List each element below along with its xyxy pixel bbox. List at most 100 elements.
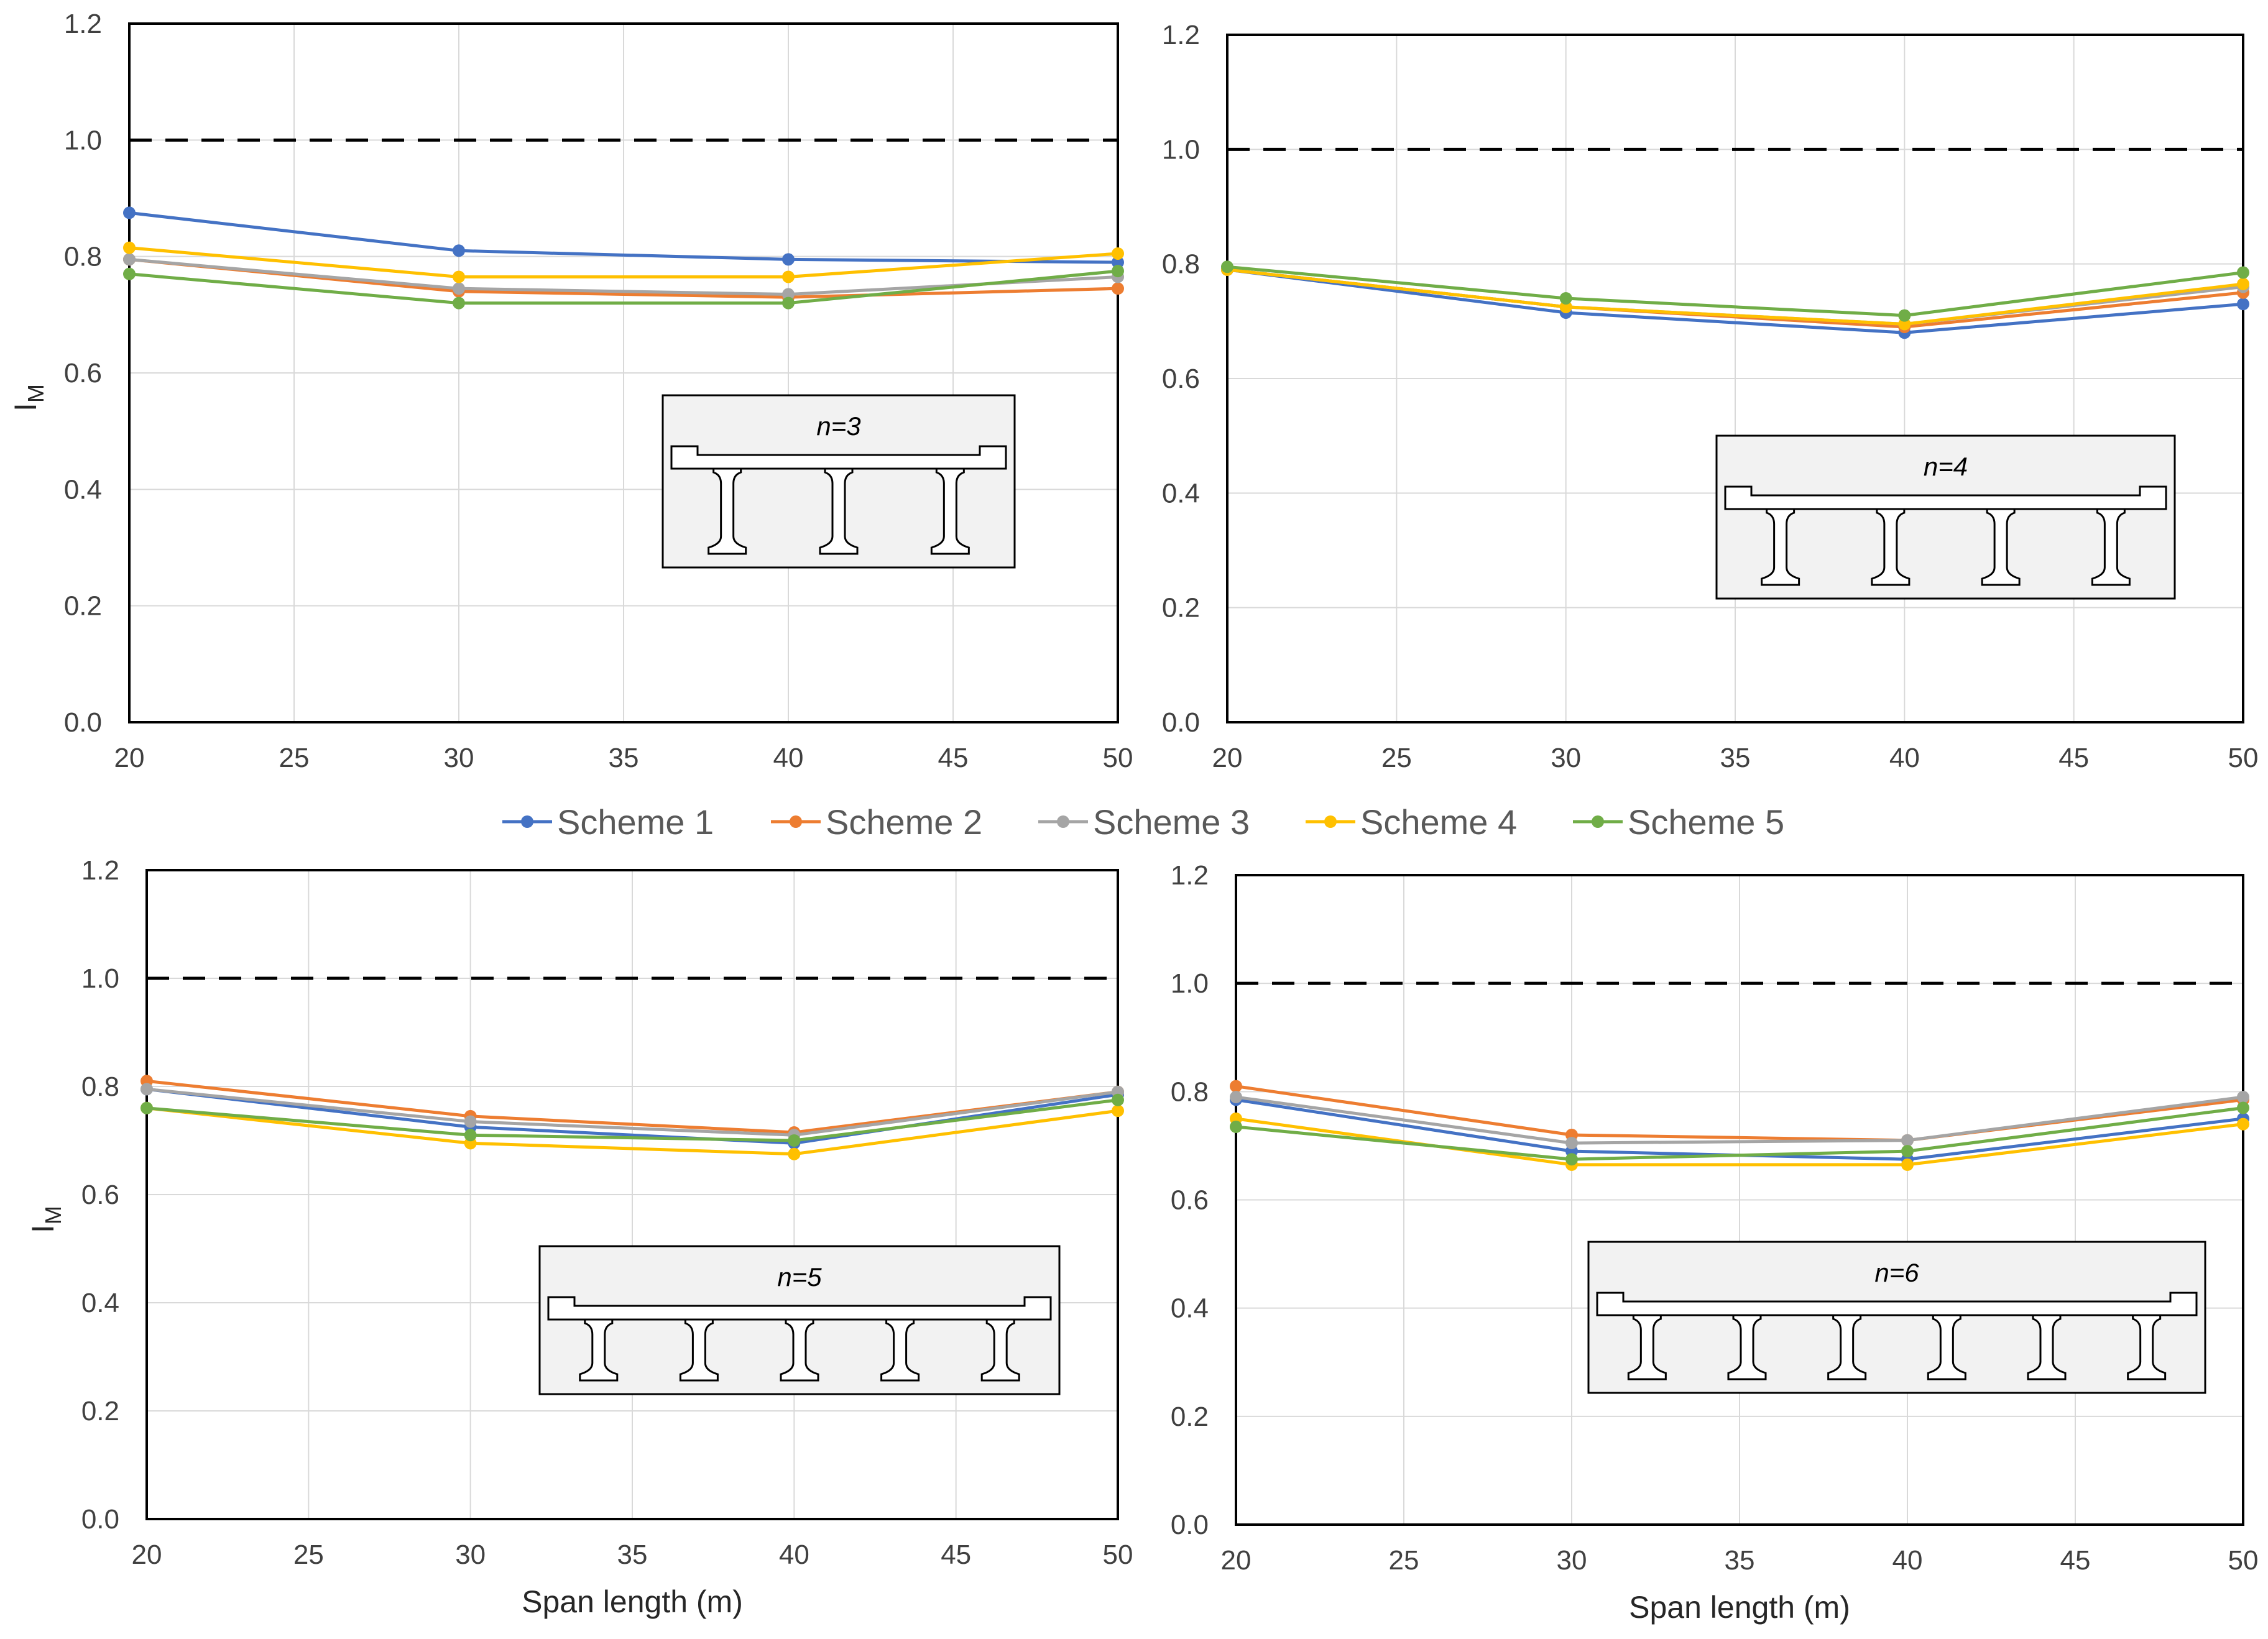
girder-5 <box>2027 1314 2067 1380</box>
y-axis-title-subscript: M <box>23 384 48 403</box>
data-point <box>2237 1118 2249 1131</box>
y-tick-label: 0.2 <box>1171 1402 1209 1432</box>
series-line <box>1227 268 2244 326</box>
girder-4 <box>1927 1314 1966 1380</box>
girder-1 <box>1627 1314 1667 1380</box>
series-scheme-5 <box>1230 1101 2249 1166</box>
inset-label: n=4 <box>1924 452 1968 481</box>
y-tick-label: 0.6 <box>64 358 102 388</box>
y-tick-label: 0.0 <box>1171 1510 1209 1540</box>
girder-4 <box>2091 508 2131 586</box>
legend-marker <box>790 815 802 828</box>
girder-1 <box>1761 508 1800 586</box>
y-tick-label: 0.8 <box>1171 1077 1209 1107</box>
x-tick-label: 20 <box>114 743 145 773</box>
x-tick-label: 20 <box>1212 743 1243 773</box>
data-point <box>1112 1104 1124 1118</box>
data-point <box>123 206 136 219</box>
x-tick-label: 30 <box>444 743 474 773</box>
series-scheme-5 <box>123 265 1124 310</box>
girder-2 <box>819 467 859 555</box>
inset-frame <box>1715 434 2176 600</box>
plot-frame <box>128 22 1119 723</box>
x-tick-label: 30 <box>1551 743 1581 773</box>
x-tick-label: 35 <box>1720 743 1751 773</box>
data-point <box>453 244 465 257</box>
inset-frame <box>1587 1241 2206 1394</box>
data-point <box>1230 1091 1242 1104</box>
y-tick-label: 0.4 <box>64 474 102 505</box>
y-tick-label: 0.6 <box>81 1180 119 1210</box>
series-line <box>129 211 1118 264</box>
series-line <box>146 1106 1118 1156</box>
y-tick-label: 0.2 <box>1162 593 1200 623</box>
data-point <box>453 282 465 295</box>
x-tick-label: 45 <box>938 743 969 773</box>
chart-panel-4: 20 25 30 35 40 45 50 0.0 0.2 0.4 0.6 0.8 1.0 1.2 Span … <box>1171 860 2259 1625</box>
y-tick-label: 0.4 <box>1162 478 1200 508</box>
legend-entry-1: Scheme 1 <box>502 802 714 842</box>
data-point <box>2237 1101 2249 1114</box>
data-point <box>1112 282 1124 295</box>
data-point <box>2237 298 2249 311</box>
series-scheme-3 <box>1230 1091 2249 1150</box>
data-point <box>464 1115 477 1128</box>
y-tick-label: 0.6 <box>1171 1185 1209 1216</box>
series-line <box>129 269 1118 305</box>
girder-1 <box>579 1318 619 1382</box>
y-tick-label: 0.8 <box>64 242 102 272</box>
series-line <box>129 246 1118 278</box>
x-tick-label: 45 <box>2058 743 2089 773</box>
legend-label: Scheme 2 <box>826 802 982 842</box>
y-tick-label: 1.2 <box>1171 860 1209 891</box>
y-tick-label: 1.0 <box>81 963 119 994</box>
y-tick-label: 0.2 <box>64 591 102 622</box>
legend-label: Scheme 3 <box>1093 802 1250 842</box>
data-point <box>788 1134 801 1147</box>
legend-entry-5: Scheme 5 <box>1573 802 1784 842</box>
x-tick-label: 35 <box>609 743 639 773</box>
series-line <box>1227 268 2244 334</box>
x-tick-label: 45 <box>941 1540 971 1570</box>
series-scheme-4 <box>1221 263 2249 331</box>
y-axis-title: IM <box>8 384 48 411</box>
deck-slab <box>670 445 1007 470</box>
girder-3 <box>780 1318 819 1382</box>
x-tick-label: 45 <box>2060 1545 2091 1576</box>
x-tick-label: 30 <box>1557 1545 1587 1576</box>
girder-5 <box>980 1318 1020 1382</box>
y-tick-label: 1.0 <box>64 125 102 155</box>
data-point <box>453 270 465 283</box>
series-scheme-4 <box>123 241 1124 283</box>
y-axis-title-main: I <box>8 403 43 411</box>
data-point <box>782 288 795 301</box>
x-axis-title: Span length (m) <box>1629 1590 1850 1625</box>
data-point <box>782 270 795 283</box>
girder-2 <box>1727 1314 1767 1380</box>
inset-cross-section: n=5 <box>538 1245 1061 1395</box>
data-point <box>1221 260 1233 273</box>
data-point <box>1565 1137 1578 1150</box>
girder-2 <box>1871 508 1911 586</box>
y-tick-label: 1.2 <box>64 9 102 39</box>
plot-frame <box>145 869 1119 1520</box>
data-point <box>1112 247 1124 260</box>
data-point <box>1559 300 1572 313</box>
x-axis-title: Span length (m) <box>522 1584 743 1619</box>
x-tick-label: 50 <box>1103 743 1133 773</box>
data-point <box>1901 1158 1914 1171</box>
y-axis-title: IM <box>25 1206 66 1233</box>
data-point <box>2237 1091 2249 1104</box>
inset-label: n=5 <box>777 1262 822 1292</box>
data-point <box>1230 1120 1242 1133</box>
x-tick-label: 25 <box>1381 743 1412 773</box>
data-point <box>141 1101 153 1114</box>
y-tick-label: 0.4 <box>81 1288 119 1318</box>
girder-3 <box>1981 508 2021 586</box>
inset-label: n=3 <box>816 411 860 441</box>
data-point <box>2237 266 2249 279</box>
deck-slab <box>547 1296 1052 1321</box>
girder-2 <box>679 1318 719 1382</box>
x-tick-label: 50 <box>2228 743 2259 773</box>
